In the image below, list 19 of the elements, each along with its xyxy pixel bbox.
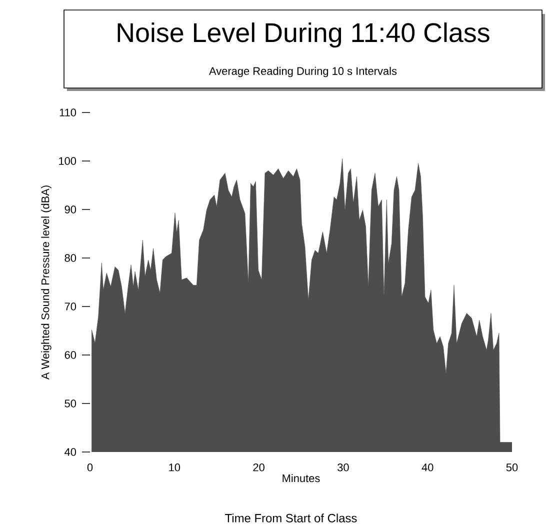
x-tick-label: 50 xyxy=(506,464,518,472)
y-tick-label: 50 xyxy=(64,400,76,408)
y-tick-label: 40 xyxy=(64,448,76,456)
chart-subtitle: Average Reading During 10 s Intervals xyxy=(209,66,397,78)
x-tick-label: 0 xyxy=(87,464,93,472)
y-axis-title: A Weighted Sound Pressure level (dBA) xyxy=(41,186,52,380)
y-tick-label: 80 xyxy=(64,254,76,262)
x-tick-label: 40 xyxy=(422,464,434,472)
y-tick-label: 90 xyxy=(64,206,76,214)
x-tick-label: 20 xyxy=(253,464,264,472)
y-tick-label: 60 xyxy=(64,351,76,359)
y-tick-label: 110 xyxy=(60,108,76,116)
text: Time From Start of Class xyxy=(225,514,357,522)
x-tick-label: 30 xyxy=(338,464,349,472)
x-tick-label: 10 xyxy=(169,464,180,472)
x-axis-title: Minutes xyxy=(282,474,320,482)
chart-title: Noise Level During 11:40 Class xyxy=(118,22,490,48)
y-tick-label: 100 xyxy=(59,157,76,165)
y-tick-label: 70 xyxy=(64,302,76,310)
